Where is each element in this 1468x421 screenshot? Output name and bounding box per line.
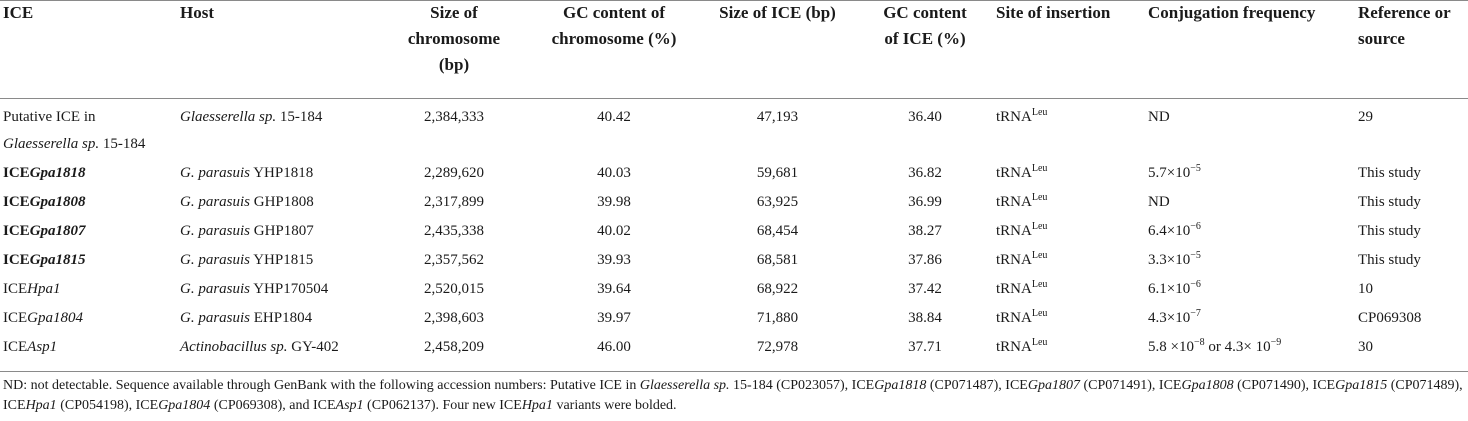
conjugation-frequency-cell: ND (1148, 194, 1170, 210)
reference-cell: This study (1358, 194, 1421, 210)
table-bottom-rule (0, 371, 1468, 372)
chromosome-size-cell: 2,384,333 (424, 109, 484, 125)
ice-name-cell: ICEHpa1 (3, 281, 61, 297)
reference-cell: This study (1358, 252, 1421, 268)
header-host: Host (180, 3, 214, 22)
ice-gc-cell: 36.82 (908, 165, 942, 181)
header-conjugation-frequency: Conjugation frequency (1148, 3, 1316, 22)
conjugation-frequency-cell: 3.3×10−5 (1148, 250, 1201, 269)
host-cell: G. parasuis GHP1807 (180, 223, 314, 239)
ice-name-cell: ICEGpa1815 (3, 252, 86, 268)
insertion-site-cell: tRNALeu (996, 279, 1048, 298)
conjugation-frequency-cell: 6.1×10−6 (1148, 279, 1201, 298)
table-top-rule (0, 0, 1468, 1)
ice-size-cell: 47,193 (756, 109, 799, 125)
reference-cell: 29 (1358, 109, 1373, 125)
conjugation-frequency-cell: 5.8 ×10−8 or 4.3× 10−9 (1148, 337, 1282, 356)
chromosome-gc-cell: 40.02 (597, 223, 631, 239)
conjugation-frequency-cell: 6.4×10−6 (1148, 221, 1201, 240)
reference-cell: 10 (1358, 281, 1373, 297)
ice-gc-cell: 38.84 (908, 310, 942, 326)
ice-size-cell: 68,581 (756, 252, 799, 268)
conjugation-frequency-cell: 4.3×10−7 (1148, 308, 1201, 327)
chromosome-size-cell: 2,398,603 (424, 310, 484, 326)
chromosome-gc-cell: 46.00 (597, 339, 631, 355)
ice-size-cell: 68,454 (756, 223, 799, 239)
insertion-site-cell: tRNALeu (996, 337, 1048, 356)
ice-name-cell: Putative ICE in Glaesserella sp. 15-184 (3, 109, 146, 152)
reference-cell: 30 (1358, 339, 1373, 355)
ice-gc-cell: 37.86 (908, 252, 942, 268)
ice-name-cell: ICEGpa1807 (3, 223, 86, 239)
chromosome-size-cell: 2,435,338 (424, 223, 484, 239)
chromosome-gc-cell: 39.97 (597, 310, 631, 326)
header-ice-size: Size of ICE (bp) (719, 3, 836, 22)
insertion-site-cell: tRNALeu (996, 163, 1048, 182)
host-cell: G. parasuis GHP1808 (180, 194, 314, 210)
ice-name-cell: ICEGpa1808 (3, 194, 86, 210)
host-cell: G. parasuis EHP1804 (180, 310, 313, 326)
chromosome-size-cell: 2,317,899 (424, 194, 484, 210)
ice-gc-cell: 36.40 (908, 109, 942, 125)
chromosome-gc-cell: 39.98 (597, 194, 631, 210)
insertion-site-cell: tRNALeu (996, 308, 1048, 327)
ice-size-cell: 71,880 (756, 310, 799, 326)
insertion-site-cell: tRNALeu (996, 250, 1048, 269)
chromosome-gc-cell: 40.42 (597, 109, 631, 125)
chromosome-size-cell: 2,289,620 (424, 165, 484, 181)
header-chromosome-gc: GC content of chromosome (%) (551, 3, 677, 48)
chromosome-gc-cell: 40.03 (597, 165, 631, 181)
host-cell: G. parasuis YHP170504 (180, 281, 329, 297)
ice-size-cell: 68,922 (756, 281, 799, 297)
ice-size-cell: 72,978 (756, 339, 799, 355)
table-footnote: ND: not detectable. Sequence available t… (3, 378, 1463, 413)
insertion-site-cell: tRNALeu (996, 192, 1048, 211)
reference-cell: This study (1358, 223, 1421, 239)
conjugation-frequency-cell: 5.7×10−5 (1148, 163, 1201, 182)
chromosome-gc-cell: 39.64 (597, 281, 631, 297)
header-chromosome-size: Size of chromosome (bp) (407, 3, 501, 74)
host-cell: Glaesserella sp. 15-184 (180, 109, 323, 125)
conjugation-frequency-cell: ND (1148, 109, 1170, 125)
reference-cell: CP069308 (1358, 310, 1422, 326)
ice-gc-cell: 37.71 (908, 339, 942, 355)
insertion-site-cell: tRNALeu (996, 221, 1048, 240)
header-site-of-insertion: Site of insertion (996, 3, 1111, 22)
header-ice: ICE (3, 3, 34, 22)
reference-cell: This study (1358, 165, 1421, 181)
ice-gc-cell: 36.99 (908, 194, 942, 210)
chromosome-size-cell: 2,520,015 (424, 281, 484, 297)
insertion-site-cell: tRNALeu (996, 107, 1048, 126)
ice-size-cell: 59,681 (756, 165, 799, 181)
header-reference: Reference or source (1358, 3, 1451, 48)
chromosome-size-cell: 2,357,562 (424, 252, 484, 268)
chromosome-size-cell: 2,458,209 (424, 339, 484, 355)
ice-size-cell: 63,925 (756, 194, 799, 210)
host-cell: G. parasuis YHP1815 (180, 252, 314, 268)
table-header-rule (0, 98, 1468, 99)
ice-name-cell: ICEAsp1 (3, 339, 58, 355)
host-cell: G. parasuis YHP1818 (180, 165, 314, 181)
ice-name-cell: ICEGpa1804 (3, 310, 84, 326)
host-cell: Actinobacillus sp. GY-402 (180, 339, 339, 355)
ice-gc-cell: 38.27 (908, 223, 942, 239)
header-ice-gc: GC content of ICE (%) (883, 3, 967, 48)
ice-name-cell: ICEGpa1818 (3, 165, 86, 181)
chromosome-gc-cell: 39.93 (597, 252, 631, 268)
ice-gc-cell: 37.42 (908, 281, 942, 297)
